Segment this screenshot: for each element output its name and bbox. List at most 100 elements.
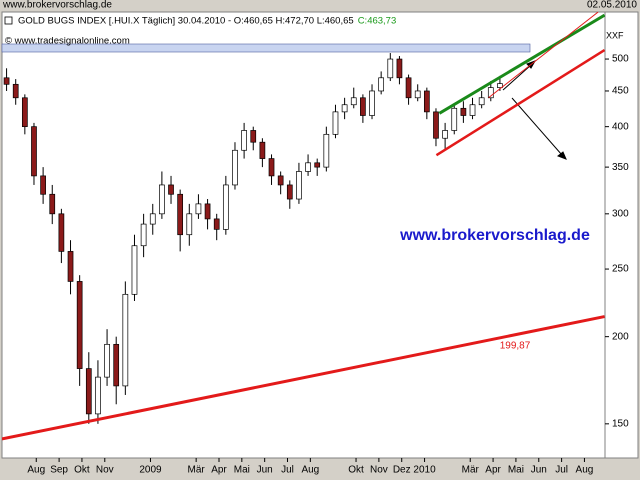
candle-body: [241, 130, 247, 151]
candle-body: [396, 58, 403, 79]
x-tick-label: Jul: [555, 465, 568, 476]
candle-body: [469, 104, 476, 116]
candle-body: [305, 162, 311, 172]
candle-body: [250, 130, 257, 143]
plot-area: [1, 11, 606, 459]
watermark: www.brokervorschlag.de: [399, 227, 590, 244]
trendline: [488, 12, 599, 99]
candle-body: [296, 171, 302, 200]
y-tick-label: 400: [612, 121, 629, 132]
candle-body: [104, 343, 110, 378]
candle-body: [460, 107, 467, 116]
candle-body: [113, 343, 120, 387]
date-label: 02.05.2010: [587, 0, 637, 11]
candle-body: [95, 376, 101, 415]
x-tick-label: Jul: [281, 465, 294, 476]
candle-body: [360, 97, 366, 116]
x-tick-label: Apr: [485, 465, 501, 476]
highlight-bar: [1, 43, 531, 53]
trendline: [2, 315, 605, 441]
x-tick-label: Nov: [96, 465, 114, 476]
copyright: © www.tradesignalonline.com: [5, 36, 130, 47]
candle-body: [277, 175, 284, 186]
x-tick-label: Jun: [257, 465, 273, 476]
candle-body: [232, 149, 238, 186]
candle-body: [12, 83, 19, 99]
candle-body: [478, 97, 485, 106]
candle-body: [49, 193, 56, 215]
x-tick-label: Okt: [74, 465, 90, 476]
x-tick-label: Mär: [462, 465, 480, 476]
x-tick-label: Aug: [27, 465, 45, 476]
trendline: [435, 49, 605, 157]
candle-body: [3, 77, 10, 85]
candle-body: [332, 111, 339, 135]
candle-body: [323, 133, 330, 168]
trendline-value: 199,87: [500, 341, 531, 352]
candle-body: [213, 218, 220, 230]
candle-body: [378, 77, 385, 92]
candle-body: [122, 293, 129, 387]
x-tick-label: 2009: [139, 465, 162, 476]
candle-body: [268, 158, 275, 177]
candle-body: [369, 90, 375, 116]
trendline: [438, 13, 605, 115]
candle-body: [314, 162, 321, 168]
y-tick-label: 500: [612, 54, 629, 65]
candle-body: [451, 107, 458, 131]
candle-body: [423, 90, 430, 113]
x-tick-label: 2010: [413, 465, 436, 476]
x-tick-label: Mai: [234, 465, 250, 476]
candle-body: [350, 97, 357, 106]
candle-body: [76, 281, 83, 369]
candle-body: [259, 141, 266, 159]
candle-body: [177, 193, 184, 236]
candle-body: [204, 203, 211, 220]
axis-label: XXF: [606, 30, 624, 40]
candle-body: [222, 184, 229, 230]
y-tick-label: 150: [612, 418, 629, 429]
y-axis-area: [604, 11, 639, 459]
y-tick-label: 250: [612, 264, 629, 275]
x-tick-label: Mai: [508, 465, 524, 476]
candle-body: [433, 111, 439, 139]
candle-body: [131, 245, 138, 295]
trendlines: [2, 12, 605, 441]
site-label: www.brokervorschlag.de: [2, 0, 112, 11]
candle-body: [67, 251, 74, 282]
candle-body: [286, 184, 293, 200]
candle-body: [387, 58, 394, 79]
x-tick-label: Okt: [348, 465, 364, 476]
candle-body: [140, 223, 147, 247]
x-tick-label: Mär: [188, 465, 206, 476]
legend-title: GOLD BUGS INDEX [.HUI.X Täglich] 30.04.2…: [18, 16, 354, 27]
candle-body: [497, 83, 503, 88]
candle-body: [58, 213, 65, 252]
y-tick-label: 450: [612, 86, 629, 97]
arrow-head: [557, 151, 567, 160]
candle-body: [405, 77, 412, 99]
candle-body: [186, 213, 193, 236]
x-tick-label: Dez: [393, 465, 411, 476]
y-tick-label: 300: [612, 208, 629, 219]
candle-body: [85, 368, 92, 415]
candle-body: [21, 97, 28, 128]
x-tick-label: Nov: [370, 465, 388, 476]
y-tick-label: 350: [612, 162, 629, 173]
x-tick-label: Apr: [211, 465, 227, 476]
candle-body: [31, 126, 37, 177]
candle-body: [414, 90, 421, 99]
candle-body: [149, 213, 156, 225]
candle-body: [159, 184, 165, 215]
y-tick-label: 200: [612, 331, 629, 342]
x-tick-label: Jun: [531, 465, 547, 476]
x-tick-label: Aug: [576, 465, 594, 476]
candle-body: [442, 130, 448, 139]
arrow-up: [502, 64, 532, 91]
candle-body: [195, 203, 202, 215]
x-tick-label: Sep: [50, 465, 68, 476]
candle-body: [487, 87, 494, 99]
candle-body: [40, 175, 46, 195]
legend-close: C:463,73: [358, 16, 397, 27]
